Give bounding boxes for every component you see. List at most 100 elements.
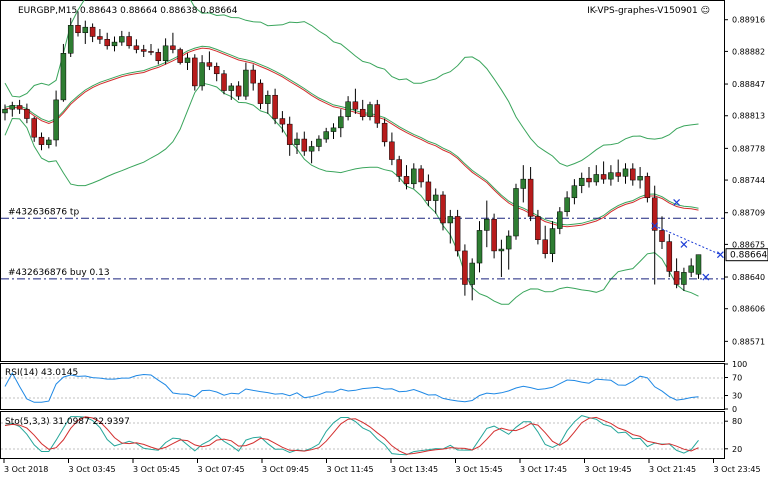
candle[interactable] xyxy=(469,258,475,301)
candle[interactable] xyxy=(600,161,607,184)
candle[interactable] xyxy=(476,221,483,273)
candle[interactable] xyxy=(155,48,162,65)
candle[interactable] xyxy=(148,43,154,56)
candle[interactable] xyxy=(97,29,103,44)
candle[interactable] xyxy=(235,81,242,100)
candle[interactable] xyxy=(484,200,490,248)
candle[interactable] xyxy=(272,88,278,125)
candle[interactable] xyxy=(308,140,315,164)
candle[interactable] xyxy=(673,258,680,289)
candle[interactable] xyxy=(257,79,264,110)
candle[interactable] xyxy=(578,172,585,194)
candle[interactable] xyxy=(440,191,446,231)
candle[interactable] xyxy=(184,53,191,71)
candle[interactable] xyxy=(651,185,658,285)
candle[interactable] xyxy=(53,90,59,147)
candle[interactable] xyxy=(622,163,629,184)
candle[interactable] xyxy=(564,191,570,217)
candle[interactable] xyxy=(126,31,132,49)
candle[interactable] xyxy=(411,163,417,189)
candle[interactable] xyxy=(250,64,256,91)
candle[interactable] xyxy=(199,55,205,91)
candle[interactable] xyxy=(374,99,381,128)
candle[interactable] xyxy=(67,17,74,58)
candle[interactable] xyxy=(162,38,169,65)
stoch-pane[interactable] xyxy=(0,411,725,459)
candle[interactable] xyxy=(557,207,563,235)
candle[interactable] xyxy=(228,83,235,100)
candle[interactable] xyxy=(695,254,702,279)
candle[interactable] xyxy=(571,179,578,205)
candle[interactable] xyxy=(513,183,519,240)
candle[interactable] xyxy=(418,165,424,188)
candle[interactable] xyxy=(666,234,673,278)
candle[interactable] xyxy=(549,221,556,263)
candle[interactable] xyxy=(82,20,89,44)
candle[interactable] xyxy=(9,101,16,117)
candle[interactable] xyxy=(140,44,147,58)
candle[interactable] xyxy=(542,225,548,259)
candle[interactable] xyxy=(381,118,388,147)
candle[interactable] xyxy=(133,39,140,54)
candle[interactable] xyxy=(520,165,527,203)
candle[interactable] xyxy=(60,43,67,102)
candle[interactable] xyxy=(265,90,271,114)
candle[interactable] xyxy=(498,239,505,278)
candle[interactable] xyxy=(359,99,366,121)
candle[interactable] xyxy=(330,123,337,140)
candle[interactable] xyxy=(432,188,439,214)
candle[interactable] xyxy=(46,137,52,149)
candle[interactable] xyxy=(16,99,23,114)
candle[interactable] xyxy=(593,165,600,186)
candle[interactable] xyxy=(462,244,468,296)
candle[interactable] xyxy=(294,132,300,154)
candle[interactable] xyxy=(119,30,125,46)
candle[interactable] xyxy=(447,209,454,244)
candle[interactable] xyxy=(586,167,592,188)
candle[interactable] xyxy=(425,174,432,207)
candle[interactable] xyxy=(688,258,694,278)
candle[interactable] xyxy=(177,47,183,65)
candle[interactable] xyxy=(491,213,497,259)
candle[interactable] xyxy=(286,116,293,156)
candle[interactable] xyxy=(681,267,687,292)
candle[interactable] xyxy=(403,165,410,190)
candle[interactable] xyxy=(527,167,534,222)
candle[interactable] xyxy=(367,101,373,121)
candle[interactable] xyxy=(352,88,359,114)
candle[interactable] xyxy=(608,165,614,186)
candles[interactable] xyxy=(2,11,702,301)
candle[interactable] xyxy=(644,172,651,203)
candle[interactable] xyxy=(316,135,322,152)
main-pane[interactable] xyxy=(0,0,725,362)
candle[interactable] xyxy=(24,103,30,124)
candle[interactable] xyxy=(301,131,308,156)
candle[interactable] xyxy=(396,155,402,182)
candle[interactable] xyxy=(615,159,621,182)
candle[interactable] xyxy=(192,54,198,91)
candle[interactable] xyxy=(279,111,286,133)
candle[interactable] xyxy=(31,116,37,142)
candle[interactable] xyxy=(38,132,45,151)
candle[interactable] xyxy=(104,32,110,50)
candle[interactable] xyxy=(323,127,329,143)
candle[interactable] xyxy=(111,36,118,52)
candle[interactable] xyxy=(454,209,461,257)
candle[interactable] xyxy=(338,109,344,138)
candle[interactable] xyxy=(659,216,665,250)
rsi-pane[interactable] xyxy=(0,363,725,410)
candle[interactable] xyxy=(243,62,249,100)
candle[interactable] xyxy=(630,163,636,186)
candle[interactable] xyxy=(389,132,395,166)
candle[interactable] xyxy=(206,51,213,71)
candle[interactable] xyxy=(89,23,96,43)
candle[interactable] xyxy=(2,104,8,121)
candle[interactable] xyxy=(221,70,227,95)
candle[interactable] xyxy=(637,167,643,189)
candle[interactable] xyxy=(345,96,351,121)
order-lines[interactable]: #432636876 tp #432636876 buy 0.13 xyxy=(1,207,724,280)
candle[interactable] xyxy=(213,62,220,82)
candle[interactable] xyxy=(505,230,512,270)
candle[interactable] xyxy=(75,11,81,37)
